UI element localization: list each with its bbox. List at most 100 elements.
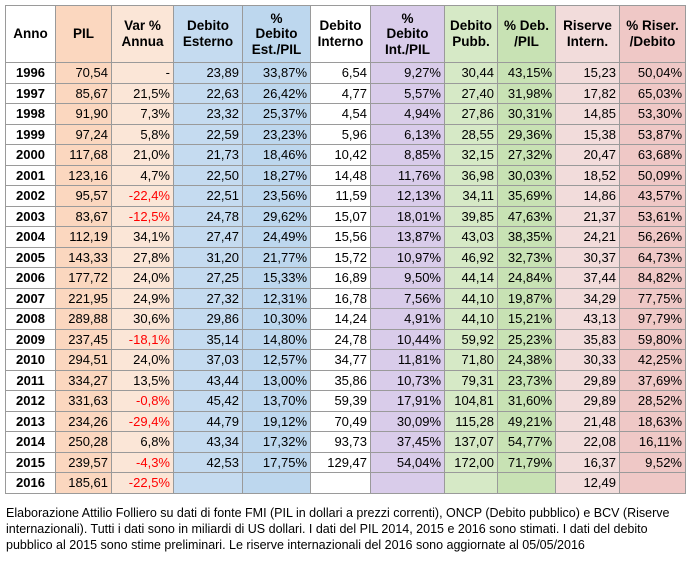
header-debito-pubb: Debito Pubb. bbox=[444, 5, 498, 63]
cell-riser-debito: 50,04% bbox=[619, 62, 686, 84]
cell-debito-est-pil: 18,46% bbox=[242, 144, 311, 166]
cell-riser-debito: 53,87% bbox=[619, 123, 686, 145]
cell-riser-debito: 53,30% bbox=[619, 103, 686, 125]
cell-debito-interno: 5,96 bbox=[310, 123, 371, 145]
header-debito-interno: Debito Interno bbox=[310, 5, 371, 63]
cell-riserve-intern: 34,29 bbox=[555, 287, 620, 309]
cell-riserve-intern: 14,86 bbox=[555, 185, 620, 207]
cell-riserve-intern: 29,89 bbox=[555, 369, 620, 391]
table-row: 2010 294,51 24,0% 37,03 12,57% 34,77 11,81% 71,… bbox=[5, 349, 686, 371]
cell-var-annua: 7,3% bbox=[111, 103, 174, 125]
cell-var-annua: - bbox=[111, 62, 174, 84]
cell-debito-interno: 15,56 bbox=[310, 226, 371, 248]
cell-var-annua: -22,4% bbox=[111, 185, 174, 207]
cell-debito-interno: 35,86 bbox=[310, 369, 371, 391]
cell-debito-esterno: 44,79 bbox=[173, 410, 243, 432]
table-row: 2012 331,63 -0,8% 45,42 13,70% 59,39 17,91% 104… bbox=[5, 390, 686, 412]
cell-riserve-intern: 17,82 bbox=[555, 82, 620, 104]
cell-riser-debito: 65,03% bbox=[619, 82, 686, 104]
cell-anno: 2009 bbox=[5, 328, 56, 350]
cell-pil: 85,67 bbox=[55, 82, 112, 104]
cell-debito-est-pil: 25,37% bbox=[242, 103, 311, 125]
cell-debito-est-pil: 26,42% bbox=[242, 82, 311, 104]
header-debito-est-pil: % Debito Est./PIL bbox=[242, 5, 311, 63]
cell-pil: 123,16 bbox=[55, 164, 112, 186]
cell-debito-esterno: 27,47 bbox=[173, 226, 243, 248]
cell-pil: 234,26 bbox=[55, 410, 112, 432]
cell-riserve-intern: 18,52 bbox=[555, 164, 620, 186]
cell-deb-pil: 24,38% bbox=[497, 349, 556, 371]
cell-deb-pil: 32,73% bbox=[497, 246, 556, 268]
cell-debito-pubb: 39,85 bbox=[444, 205, 498, 227]
cell-debito-esterno: 43,34 bbox=[173, 431, 243, 453]
cell-debito-int-pil: 17,91% bbox=[370, 390, 445, 412]
cell-debito-interno: 59,39 bbox=[310, 390, 371, 412]
table-row: 2015 239,57 -4,3% 42,53 17,75% 129,47 54,04% 17… bbox=[5, 451, 686, 473]
table-row: 2000 117,68 21,0% 21,73 18,46% 10,42 8,85% 32,1… bbox=[5, 144, 686, 166]
cell-deb-pil: 30,31% bbox=[497, 103, 556, 125]
cell-riserve-intern: 24,21 bbox=[555, 226, 620, 248]
cell-anno: 2016 bbox=[5, 472, 56, 494]
cell-riser-debito: 84,82% bbox=[619, 267, 686, 289]
cell-riser-debito: 28,52% bbox=[619, 390, 686, 412]
cell-debito-esterno: 24,78 bbox=[173, 205, 243, 227]
cell-anno: 2012 bbox=[5, 390, 56, 412]
cell-debito-pubb: 30,44 bbox=[444, 62, 498, 84]
header-row: Anno PIL Var % Annua Debito Esterno % De… bbox=[5, 5, 686, 63]
cell-pil: 237,45 bbox=[55, 328, 112, 350]
cell-debito-interno: 34,77 bbox=[310, 349, 371, 371]
cell-debito-int-pil: 11,76% bbox=[370, 164, 445, 186]
cell-debito-interno: 16,89 bbox=[310, 267, 371, 289]
cell-debito-interno: 11,59 bbox=[310, 185, 371, 207]
cell-debito-esterno: 27,32 bbox=[173, 287, 243, 309]
cell-debito-pubb: 27,86 bbox=[444, 103, 498, 125]
cell-debito-interno bbox=[310, 472, 371, 494]
table-row: 2001 123,16 4,7% 22,50 18,27% 14,48 11,76% 36,9… bbox=[5, 164, 686, 186]
cell-deb-pil: 24,84% bbox=[497, 267, 556, 289]
cell-riserve-intern: 21,48 bbox=[555, 410, 620, 432]
cell-deb-pil bbox=[497, 472, 556, 494]
cell-debito-int-pil: 9,50% bbox=[370, 267, 445, 289]
cell-var-annua: -29,4% bbox=[111, 410, 174, 432]
cell-pil: 250,28 bbox=[55, 431, 112, 453]
cell-riser-debito: 59,80% bbox=[619, 328, 686, 350]
table-row: 2009 237,45 -18,1% 35,14 14,80% 24,78 10,44% 59… bbox=[5, 328, 686, 350]
table-row: 2007 221,95 24,9% 27,32 12,31% 16,78 7,56% 44,1… bbox=[5, 287, 686, 309]
cell-debito-pubb: 79,31 bbox=[444, 369, 498, 391]
cell-debito-pubb: 172,00 bbox=[444, 451, 498, 473]
cell-debito-est-pil: 33,87% bbox=[242, 62, 311, 84]
cell-debito-esterno: 31,20 bbox=[173, 246, 243, 268]
cell-debito-interno: 24,78 bbox=[310, 328, 371, 350]
cell-debito-esterno: 23,32 bbox=[173, 103, 243, 125]
cell-riser-debito: 56,26% bbox=[619, 226, 686, 248]
cell-riserve-intern: 20,47 bbox=[555, 144, 620, 166]
cell-debito-pubb: 44,10 bbox=[444, 308, 498, 330]
cell-riser-debito: 63,68% bbox=[619, 144, 686, 166]
cell-deb-pil: 25,23% bbox=[497, 328, 556, 350]
table-row: 2003 83,67 -12,5% 24,78 29,62% 15,07 18,01% 39,… bbox=[5, 205, 686, 227]
cell-anno: 1999 bbox=[5, 123, 56, 145]
cell-anno: 2004 bbox=[5, 226, 56, 248]
cell-riser-debito: 18,63% bbox=[619, 410, 686, 432]
cell-debito-int-pil: 30,09% bbox=[370, 410, 445, 432]
cell-deb-pil: 35,69% bbox=[497, 185, 556, 207]
cell-debito-int-pil: 9,27% bbox=[370, 62, 445, 84]
table-row: 2011 334,27 13,5% 43,44 13,00% 35,86 10,73% 79,… bbox=[5, 369, 686, 391]
cell-riser-debito: 43,57% bbox=[619, 185, 686, 207]
header-debito-esterno: Debito Esterno bbox=[173, 5, 243, 63]
cell-anno: 2005 bbox=[5, 246, 56, 268]
cell-debito-est-pil: 23,23% bbox=[242, 123, 311, 145]
cell-debito-est-pil: 15,33% bbox=[242, 267, 311, 289]
cell-var-annua: 4,7% bbox=[111, 164, 174, 186]
cell-debito-int-pil: 10,44% bbox=[370, 328, 445, 350]
cell-deb-pil: 49,21% bbox=[497, 410, 556, 432]
cell-riserve-intern: 14,85 bbox=[555, 103, 620, 125]
table-row: 2008 289,88 30,6% 29,86 10,30% 14,24 4,91% 44,1… bbox=[5, 308, 686, 330]
header-riser-debito: % Riser. /Debito bbox=[619, 5, 686, 63]
table-row: 2006 177,72 24,0% 27,25 15,33% 16,89 9,50% 44,1… bbox=[5, 267, 686, 289]
cell-pil: 334,27 bbox=[55, 369, 112, 391]
cell-debito-esterno: 22,50 bbox=[173, 164, 243, 186]
cell-deb-pil: 31,60% bbox=[497, 390, 556, 412]
cell-debito-int-pil: 8,85% bbox=[370, 144, 445, 166]
cell-pil: 95,57 bbox=[55, 185, 112, 207]
